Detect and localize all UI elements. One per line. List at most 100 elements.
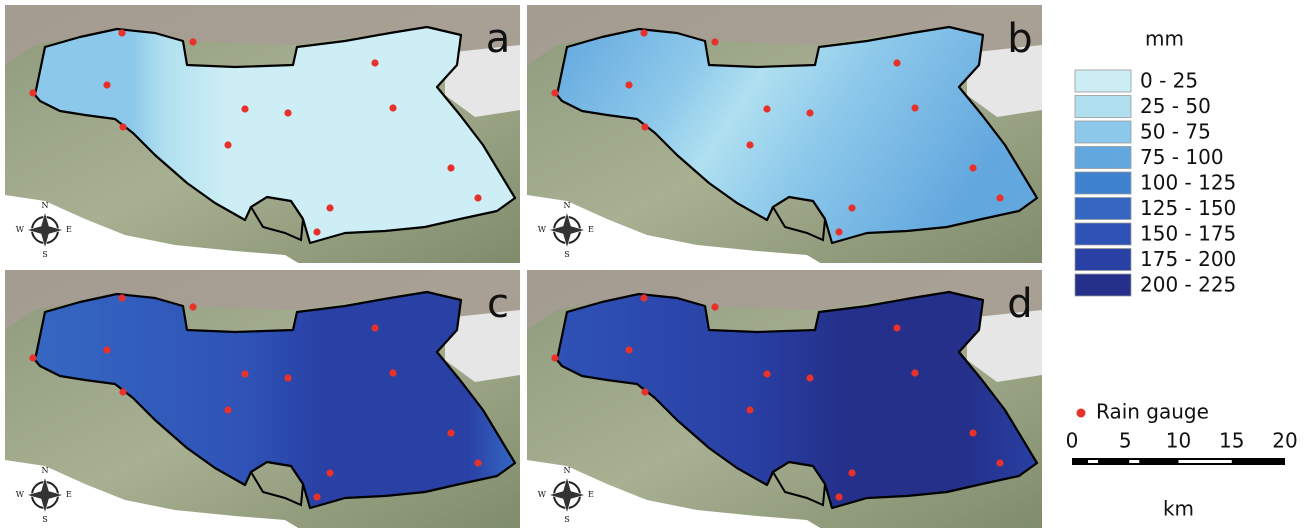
map-panel: a N S E W [5,5,520,267]
scale-bar-segment [1178,460,1232,463]
rain-gauge [551,354,559,362]
sub-catchment [249,195,305,242]
relief [527,5,1042,65]
scale-bar-tick-label: 0 [1066,429,1079,453]
rain-gauge [103,346,111,354]
rain-gauge [996,194,1004,202]
compass-rose: N S E W [538,201,594,259]
rain-gauge [641,388,649,396]
legend-swatch [1074,69,1132,93]
rain-gauge [29,89,37,97]
legend-swatch [1074,248,1132,271]
rain-gauge [763,370,771,378]
compass-letter: E [66,490,72,499]
legend-gauge-marker [1076,408,1086,418]
rain-gauge [893,59,901,67]
legend-label: 25 - 50 [1140,94,1211,118]
legend-swatch [1074,171,1132,195]
catchment [33,25,517,245]
urban-area [445,45,520,117]
sea [5,195,305,267]
legend-swatch [1074,222,1132,246]
panel-label: c [487,281,509,327]
compass-letter: S [42,250,47,259]
compass-letter: E [588,490,594,499]
scale-bar-tick-label: 20 [1272,429,1297,453]
rain-gauge [711,303,719,311]
catchment [555,25,1039,245]
rain-gauge [284,374,292,382]
rain-gauge [326,204,334,212]
scale-bar-tick-label: 15 [1219,429,1244,453]
legend-label: 125 - 150 [1140,196,1236,220]
rain-gauge [640,29,648,37]
rain-gauge [848,204,856,212]
sea [5,460,299,528]
rain-gauge [474,459,482,467]
rain-gauge [746,406,754,414]
rain-gauge [711,38,719,46]
compass-letter: W [538,490,547,499]
compass-rose: N S E W [16,201,72,259]
scale-bar-unit: km [1163,497,1194,521]
rain-gauge [371,324,379,332]
urban-area [967,45,1042,117]
sub-catchment [771,195,827,242]
compass-letter: N [42,201,49,210]
map-panel: b N S E W [527,5,1042,267]
legend-swatch [1074,197,1132,220]
rain-gauge [625,346,633,354]
sea [527,460,821,528]
panel-label: d [1007,281,1032,327]
rain-gauge [119,388,127,396]
rain-gauge [313,493,321,501]
legend-label: 0 - 25 [1140,69,1198,93]
relief [5,5,520,65]
relief [5,270,520,330]
rain-gauge [29,354,37,362]
compass-star [25,475,65,515]
legend-label: 50 - 75 [1140,120,1211,144]
rain-gauge [969,164,977,172]
legend-swatch [1074,146,1132,169]
legend-label: 75 - 100 [1140,145,1224,169]
compass-star [547,475,587,515]
rain-gauge [224,406,232,414]
rain-gauge [371,59,379,67]
rain-gauge [474,194,482,202]
compass-letter: E [66,225,72,234]
sea [527,195,827,267]
rain-gauge [326,469,334,477]
legend-label: 200 - 225 [1140,273,1236,297]
rain-gauge [447,429,455,437]
rain-gauge [763,105,771,113]
rain-gauge [640,294,648,302]
panel-label: a [486,16,511,62]
rain-gauge [224,141,232,149]
compass-star [25,210,65,250]
rain-gauge [806,374,814,382]
legend-label: 175 - 200 [1140,247,1236,271]
rain-gauge [969,429,977,437]
rain-gauge [835,493,843,501]
rain-gauge [389,369,397,377]
scale-bar-tick-label: 5 [1119,429,1132,453]
compass-letter: E [588,225,594,234]
compass-letter: N [564,201,571,210]
urban-area [445,310,520,382]
compass-letter: W [538,225,547,234]
compass-star [547,210,587,250]
legend-title: mm [1145,27,1184,51]
rain-gauge [103,81,111,89]
map-panel: d N S E W [527,270,1042,528]
rain-gauge [241,370,249,378]
rain-gauge [996,459,1004,467]
rain-gauge [551,89,559,97]
rain-gauge [189,38,197,46]
rain-gauge [806,109,814,117]
legend-swatch [1074,120,1132,144]
legend-label: 150 - 175 [1140,222,1236,246]
legend-gauge-label: Rain gauge [1096,400,1209,424]
